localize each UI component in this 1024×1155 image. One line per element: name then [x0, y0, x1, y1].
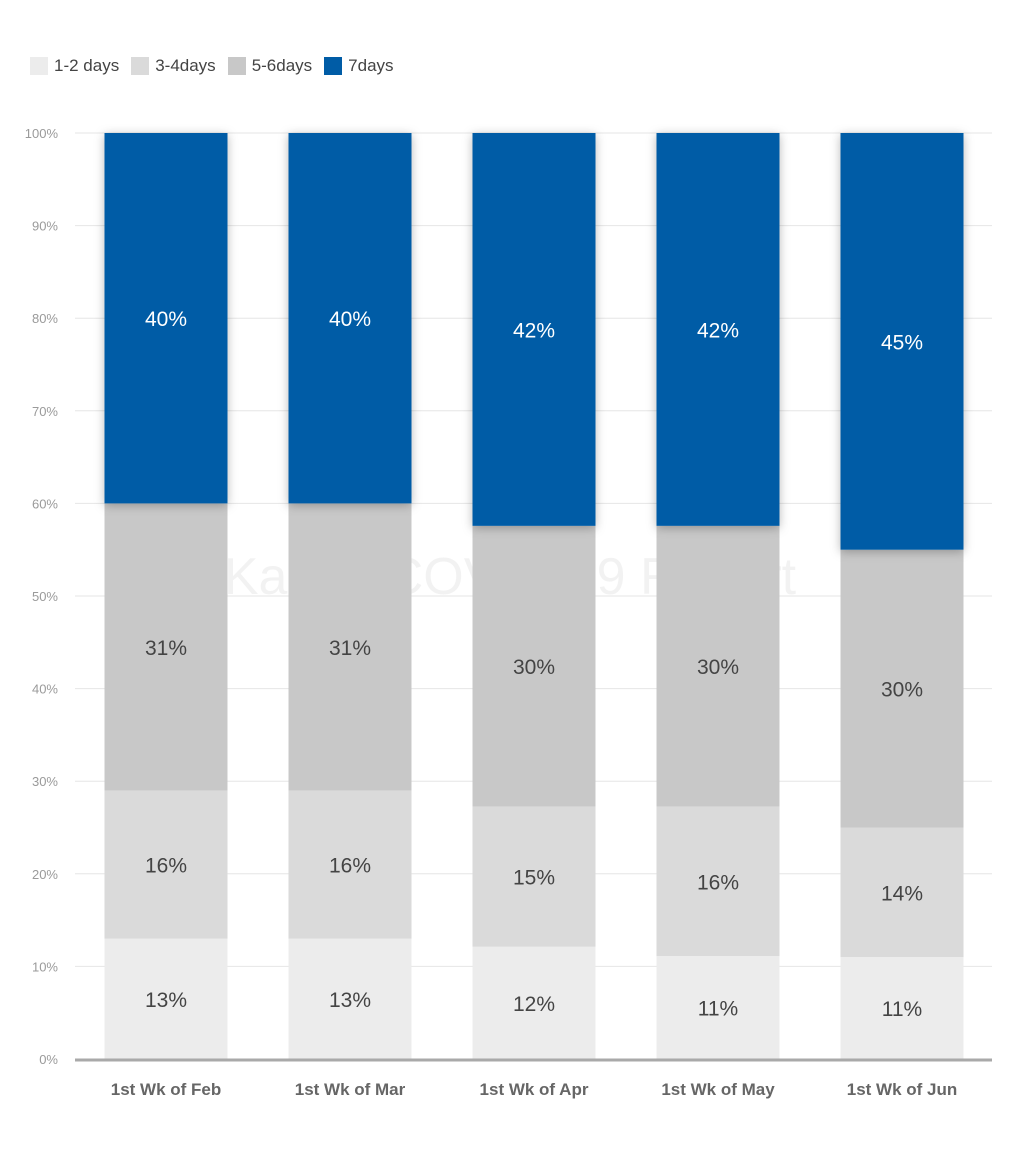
legend-label-7-days: 7days	[348, 56, 394, 75]
data-label: 14%	[881, 882, 923, 905]
legend-label-5-6-days: 5-6days	[251, 56, 313, 75]
y-tick-label: 80%	[32, 311, 58, 326]
bar-segment	[840, 133, 964, 550]
bar-segment	[288, 938, 412, 1059]
y-tick-label: 100%	[25, 126, 59, 141]
data-label: 12%	[513, 993, 555, 1016]
data-label: 15%	[513, 867, 555, 890]
bar-segment	[288, 790, 412, 939]
data-label: 40%	[145, 308, 187, 331]
data-label: 16%	[329, 855, 371, 878]
y-tick-label: 10%	[32, 959, 58, 974]
data-label: 40%	[329, 308, 371, 331]
y-tick-label: 60%	[32, 496, 58, 511]
bar-segment	[840, 827, 964, 958]
legend-item-3-4-days[interactable]: 3-4days	[131, 56, 216, 76]
legend-swatch-1-2-days	[30, 57, 48, 75]
bar-segment	[656, 956, 780, 1059]
x-tick-label: 1st Wk of Mar	[295, 1080, 406, 1099]
data-label: 42%	[697, 319, 739, 342]
bar-segment	[104, 133, 228, 504]
bar-group: 13% 16% 31% 40%	[104, 133, 228, 1059]
data-label: 30%	[697, 656, 739, 679]
data-label: 31%	[329, 637, 371, 660]
x-tick-label: 1st Wk of May	[661, 1080, 775, 1099]
legend-item-7-days[interactable]: 7days	[324, 56, 394, 76]
bar-segment	[840, 549, 964, 828]
bar-segment	[656, 806, 780, 957]
bar-group: 13% 16% 31% 40%	[288, 133, 412, 1059]
data-label: 42%	[513, 319, 555, 342]
bar-group: 11% 14% 30% 45%	[840, 133, 964, 1059]
data-label: 13%	[145, 989, 187, 1012]
data-label: 30%	[513, 656, 555, 679]
legend-swatch-3-4-days	[131, 57, 150, 75]
bar-segment	[472, 806, 596, 947]
legend-label-1-2-days: 1-2 days	[54, 56, 120, 75]
legend-label-3-4-days: 3-4days	[155, 56, 216, 75]
data-label: 11%	[882, 998, 922, 1021]
legend: 1-2 days 3-4days 5-6days 7days	[30, 56, 394, 76]
bar-segment	[472, 133, 596, 526]
bar-segment	[472, 946, 596, 1059]
legend-item-1-2-days[interactable]: 1-2 days	[30, 56, 119, 76]
data-label: 16%	[145, 855, 187, 878]
bar-segment	[288, 503, 412, 791]
bar-segment	[104, 790, 228, 939]
legend-item-5-6-days[interactable]: 5-6days	[227, 56, 313, 76]
bar-group: 12% 15% 30% 42%	[472, 133, 596, 1059]
data-label: 30%	[881, 679, 923, 702]
data-label: 11%	[698, 998, 738, 1021]
y-tick-label: 30%	[32, 774, 58, 789]
bar-segment	[656, 525, 780, 807]
bar-segment	[840, 957, 964, 1059]
y-tick-label: 40%	[32, 682, 58, 697]
y-tick-label: 70%	[32, 404, 58, 419]
legend-swatch-5-6-days	[227, 57, 246, 75]
data-label: 13%	[329, 989, 371, 1012]
bar-segment	[104, 503, 228, 791]
data-label: 16%	[697, 871, 739, 894]
y-tick-label: 20%	[32, 867, 58, 882]
x-tick-label: 1st Wk of Jun	[847, 1080, 958, 1099]
bar-segment	[288, 133, 412, 504]
bar-segment	[656, 133, 780, 526]
data-label: 31%	[145, 637, 187, 660]
x-tick-label: 1st Wk of Feb	[111, 1080, 222, 1099]
x-tick-label: 1st Wk of Apr	[480, 1080, 589, 1099]
data-label: 45%	[881, 331, 923, 354]
y-tick-label: 50%	[32, 589, 58, 604]
bar-segment	[472, 525, 596, 807]
bar-segment	[104, 938, 228, 1059]
y-tick-label: 0%	[39, 1052, 58, 1067]
bar-group: 11% 16% 30% 42%	[656, 133, 780, 1059]
legend-swatch-7-days	[324, 57, 343, 75]
y-tick-label: 90%	[32, 219, 58, 234]
